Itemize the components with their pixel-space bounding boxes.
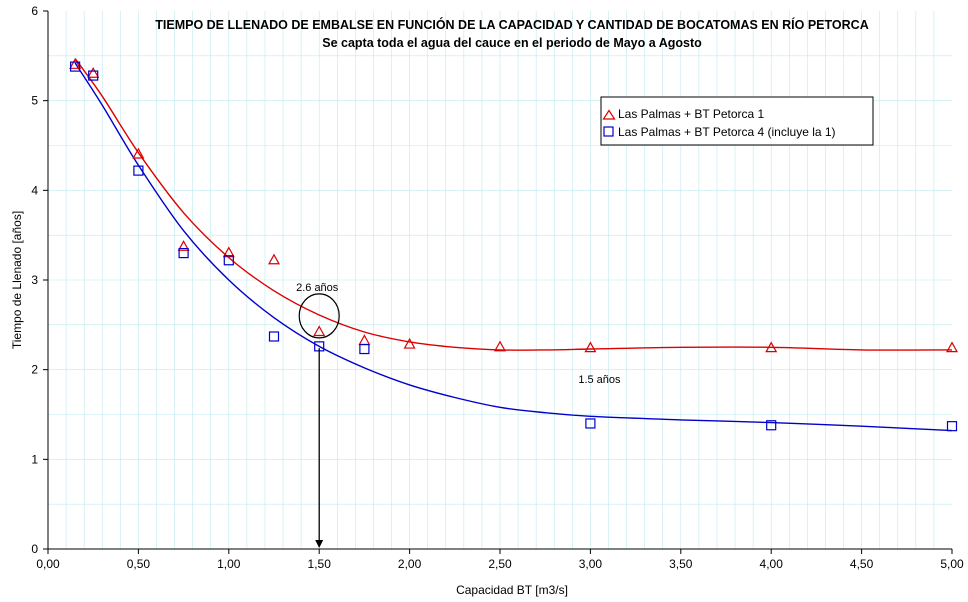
legend-label-series-2: Las Palmas + BT Petorca 4 (incluye la 1): [618, 125, 836, 139]
data-point-series-2: [223, 255, 234, 266]
axes: [43, 10, 953, 554]
x-tick-label: 2,00: [398, 557, 422, 571]
data-point-series-2: [88, 70, 99, 81]
gridlines: [48, 11, 952, 549]
y-tick-label: 1: [31, 452, 38, 466]
legend-box: [600, 96, 874, 146]
legend-marker-triangle: [602, 109, 616, 120]
trend-lines: [74, 58, 953, 432]
data-point-series-2: [766, 420, 777, 431]
data-point-series-1: [403, 337, 416, 349]
chart-subtitle: Se capta toda el agua del cauce en el pe…: [322, 36, 702, 50]
data-point-series-2: [268, 331, 280, 342]
data-point-series-1: [945, 341, 959, 353]
x-tick-label: 4,50: [850, 557, 874, 571]
annotations: 2.6 años 1.5 años: [296, 282, 621, 548]
y-tick-label: 4: [31, 183, 38, 197]
data-point-series-2: [70, 61, 81, 72]
data-point-series-1: [69, 58, 82, 69]
y-tick-label: 0: [31, 542, 38, 556]
y-axis-label: Tiempo de Llenado [años]: [10, 211, 24, 349]
data-point-series-1: [87, 67, 100, 78]
data-point-series-1: [267, 253, 281, 265]
data-point-series-1: [765, 341, 778, 353]
x-tick-labels: 0,00 0,50 1,00 1,50 2,00 2,50 3,00 3,50 4,00 4,50…: [36, 557, 964, 571]
x-tick-label: 1,50: [308, 557, 332, 571]
trend-line-series-2: [74, 62, 953, 432]
x-axis-label: Capacidad BT [m3/s]: [456, 583, 568, 597]
data-point-series-2: [133, 165, 144, 176]
data-point-series-2: [178, 248, 189, 259]
trend-line-series-1: [74, 58, 953, 351]
x-tick-label: 5,00: [940, 557, 964, 571]
y-tick-label: 6: [31, 4, 38, 18]
x-tick-label: 3,50: [669, 557, 693, 571]
data-point-series-1: [222, 246, 235, 258]
x-tick-label: 4,00: [760, 557, 784, 571]
data-point-series-1: [313, 325, 326, 337]
data-point-series-1: [493, 340, 507, 352]
legend-marker-square: [603, 126, 614, 137]
y-tick-label: 2: [31, 363, 38, 377]
x-tick-label: 0,00: [36, 557, 60, 571]
data-points: [69, 58, 959, 432]
y-tick-label: 3: [31, 273, 38, 287]
data-point-series-2: [946, 421, 958, 432]
data-point-series-2: [359, 343, 370, 355]
data-point-series-1: [132, 147, 145, 159]
x-tick-label: 0,50: [127, 557, 151, 571]
annotation-label: 1.5 años: [578, 374, 621, 386]
y-tick-labels: 0 1 2 3 4 5 6: [31, 4, 38, 556]
annotation-circle: [298, 293, 340, 339]
chart-title: TIEMPO DE LLENADO DE EMBALSE EN FUNCIÓN …: [155, 17, 868, 32]
y-tick-label: 5: [31, 94, 38, 108]
data-point-series-1: [177, 240, 190, 251]
x-tick-label: 2,50: [488, 557, 512, 571]
annotation-label: 2.6 años: [296, 282, 339, 294]
legend: Las Palmas + BT Petorca 1 Las Palmas + B…: [600, 96, 874, 146]
x-tick-label: 1,00: [217, 557, 241, 571]
x-tick-label: 3,00: [579, 557, 603, 571]
data-point-series-2: [585, 418, 596, 429]
arrow-head: [315, 540, 324, 548]
legend-label-series-1: Las Palmas + BT Petorca 1: [618, 107, 765, 121]
data-point-series-1: [584, 341, 597, 353]
